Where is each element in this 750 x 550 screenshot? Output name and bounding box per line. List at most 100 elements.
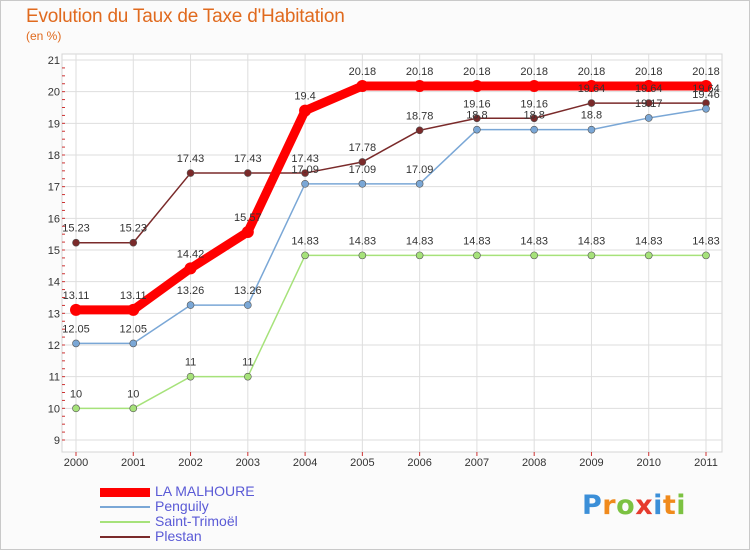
data-point bbox=[299, 104, 312, 117]
data-point bbox=[358, 158, 367, 166]
data-point bbox=[358, 180, 367, 188]
data-label: 19.64 bbox=[692, 83, 720, 95]
legend-swatch-la-malhoure bbox=[100, 488, 150, 497]
series-line-3 bbox=[71, 81, 711, 315]
chart-title: Evolution du Taux de Taxe d'Habitation bbox=[26, 6, 345, 27]
data-label: 11 bbox=[242, 357, 253, 369]
data-label: 14.83 bbox=[406, 235, 434, 247]
data-point bbox=[530, 114, 538, 123]
data-label: 20.18 bbox=[463, 66, 491, 78]
data-point bbox=[129, 339, 138, 348]
x-tick-label: 2000 bbox=[64, 457, 88, 469]
x-tick-label: 2005 bbox=[350, 457, 374, 469]
data-point bbox=[415, 251, 424, 260]
data-point bbox=[585, 79, 598, 92]
x-tick-label: 2007 bbox=[465, 457, 489, 469]
data-label: 10 bbox=[70, 388, 82, 400]
data-point bbox=[530, 251, 538, 260]
y-tick-label: 9 bbox=[54, 435, 60, 447]
data-label: 20.18 bbox=[406, 66, 434, 78]
data-label: 13.11 bbox=[120, 290, 147, 302]
data-point bbox=[72, 238, 80, 247]
data-label: 18.8 bbox=[466, 110, 487, 122]
y-tick-label: 14 bbox=[48, 277, 60, 289]
logo-letter: x bbox=[635, 490, 654, 521]
data-label: 20.18 bbox=[349, 66, 377, 78]
data-label: 19.16 bbox=[520, 98, 548, 110]
data-point bbox=[415, 180, 424, 188]
data-label: 18.78 bbox=[406, 110, 434, 122]
y-tick-label: 12 bbox=[48, 340, 60, 352]
data-label: 12.05 bbox=[62, 323, 90, 335]
legend-label-plestan: Plestan bbox=[155, 528, 202, 544]
y-tick-label: 18 bbox=[48, 150, 60, 162]
data-label: 11 bbox=[185, 357, 196, 369]
data-label: 20.18 bbox=[692, 66, 720, 78]
y-tick-label: 10 bbox=[48, 403, 60, 415]
y-tick-label: 17 bbox=[48, 182, 60, 194]
x-tick-label: 2008 bbox=[522, 457, 546, 469]
plot-area bbox=[61, 53, 723, 453]
data-label: 17.43 bbox=[234, 153, 262, 165]
data-point bbox=[127, 303, 140, 316]
logo-letter: i bbox=[676, 490, 687, 521]
data-label: 17.09 bbox=[291, 164, 319, 176]
x-tick-label: 2011 bbox=[694, 457, 718, 469]
data-point bbox=[644, 99, 653, 107]
legend-swatch-plestan bbox=[100, 536, 150, 538]
data-point bbox=[413, 79, 426, 92]
data-label: 20.18 bbox=[635, 66, 663, 78]
data-label: 19.16 bbox=[463, 98, 491, 110]
data-point bbox=[528, 79, 541, 92]
data-point bbox=[470, 79, 483, 92]
data-point bbox=[642, 79, 655, 92]
data-label: 15.57 bbox=[234, 212, 262, 224]
logo-letter: P bbox=[582, 490, 603, 521]
data-point bbox=[72, 404, 80, 413]
data-point bbox=[301, 169, 309, 177]
data-label: 13.26 bbox=[177, 285, 205, 297]
data-label: 14.83 bbox=[349, 235, 377, 247]
data-label: 13.26 bbox=[234, 285, 262, 297]
data-point bbox=[702, 251, 710, 260]
x-tick-label: 2001 bbox=[121, 457, 145, 469]
y-tick-label: 15 bbox=[48, 245, 60, 257]
y-tick-label: 11 bbox=[49, 372, 60, 384]
y-tick-label: 16 bbox=[48, 213, 60, 225]
data-label: 13.11 bbox=[63, 290, 90, 302]
series-line-0 bbox=[75, 102, 707, 244]
legend-swatch-saint-trimoel bbox=[100, 521, 150, 523]
data-point bbox=[244, 301, 252, 309]
data-point bbox=[702, 104, 710, 113]
data-label: 17.09 bbox=[349, 164, 377, 176]
logo-letter: t bbox=[662, 490, 677, 521]
logo-letter: i bbox=[653, 490, 663, 521]
data-point bbox=[473, 251, 481, 260]
data-point bbox=[473, 114, 481, 123]
data-label: 19.64 bbox=[635, 83, 663, 95]
data-point bbox=[530, 125, 538, 134]
data-point bbox=[301, 180, 309, 188]
y-tick-label: 20 bbox=[48, 87, 60, 99]
data-label: 19.4 bbox=[294, 91, 315, 103]
data-point bbox=[415, 126, 424, 135]
x-tick-label: 2006 bbox=[407, 457, 431, 469]
data-point bbox=[587, 251, 596, 260]
data-point bbox=[587, 125, 596, 134]
x-tick-label: 2010 bbox=[636, 457, 660, 469]
series-line-2 bbox=[75, 108, 707, 345]
data-label: 14.83 bbox=[635, 235, 663, 247]
data-point bbox=[587, 99, 596, 107]
chart-subtitle: (en %) bbox=[26, 29, 62, 43]
legend-label-saint-trimoel: Saint-Trimoël bbox=[155, 513, 238, 529]
x-tick-label: 2009 bbox=[579, 457, 603, 469]
data-label: 14.83 bbox=[692, 235, 720, 247]
y-tick-label: 21 bbox=[48, 55, 60, 67]
data-label: 14.83 bbox=[578, 235, 606, 247]
y-tick-label: 19 bbox=[48, 118, 60, 130]
data-label: 19.64 bbox=[578, 83, 606, 95]
data-point bbox=[72, 339, 80, 348]
data-point bbox=[644, 251, 653, 260]
data-point bbox=[186, 372, 195, 381]
data-label: 17.78 bbox=[349, 142, 377, 154]
